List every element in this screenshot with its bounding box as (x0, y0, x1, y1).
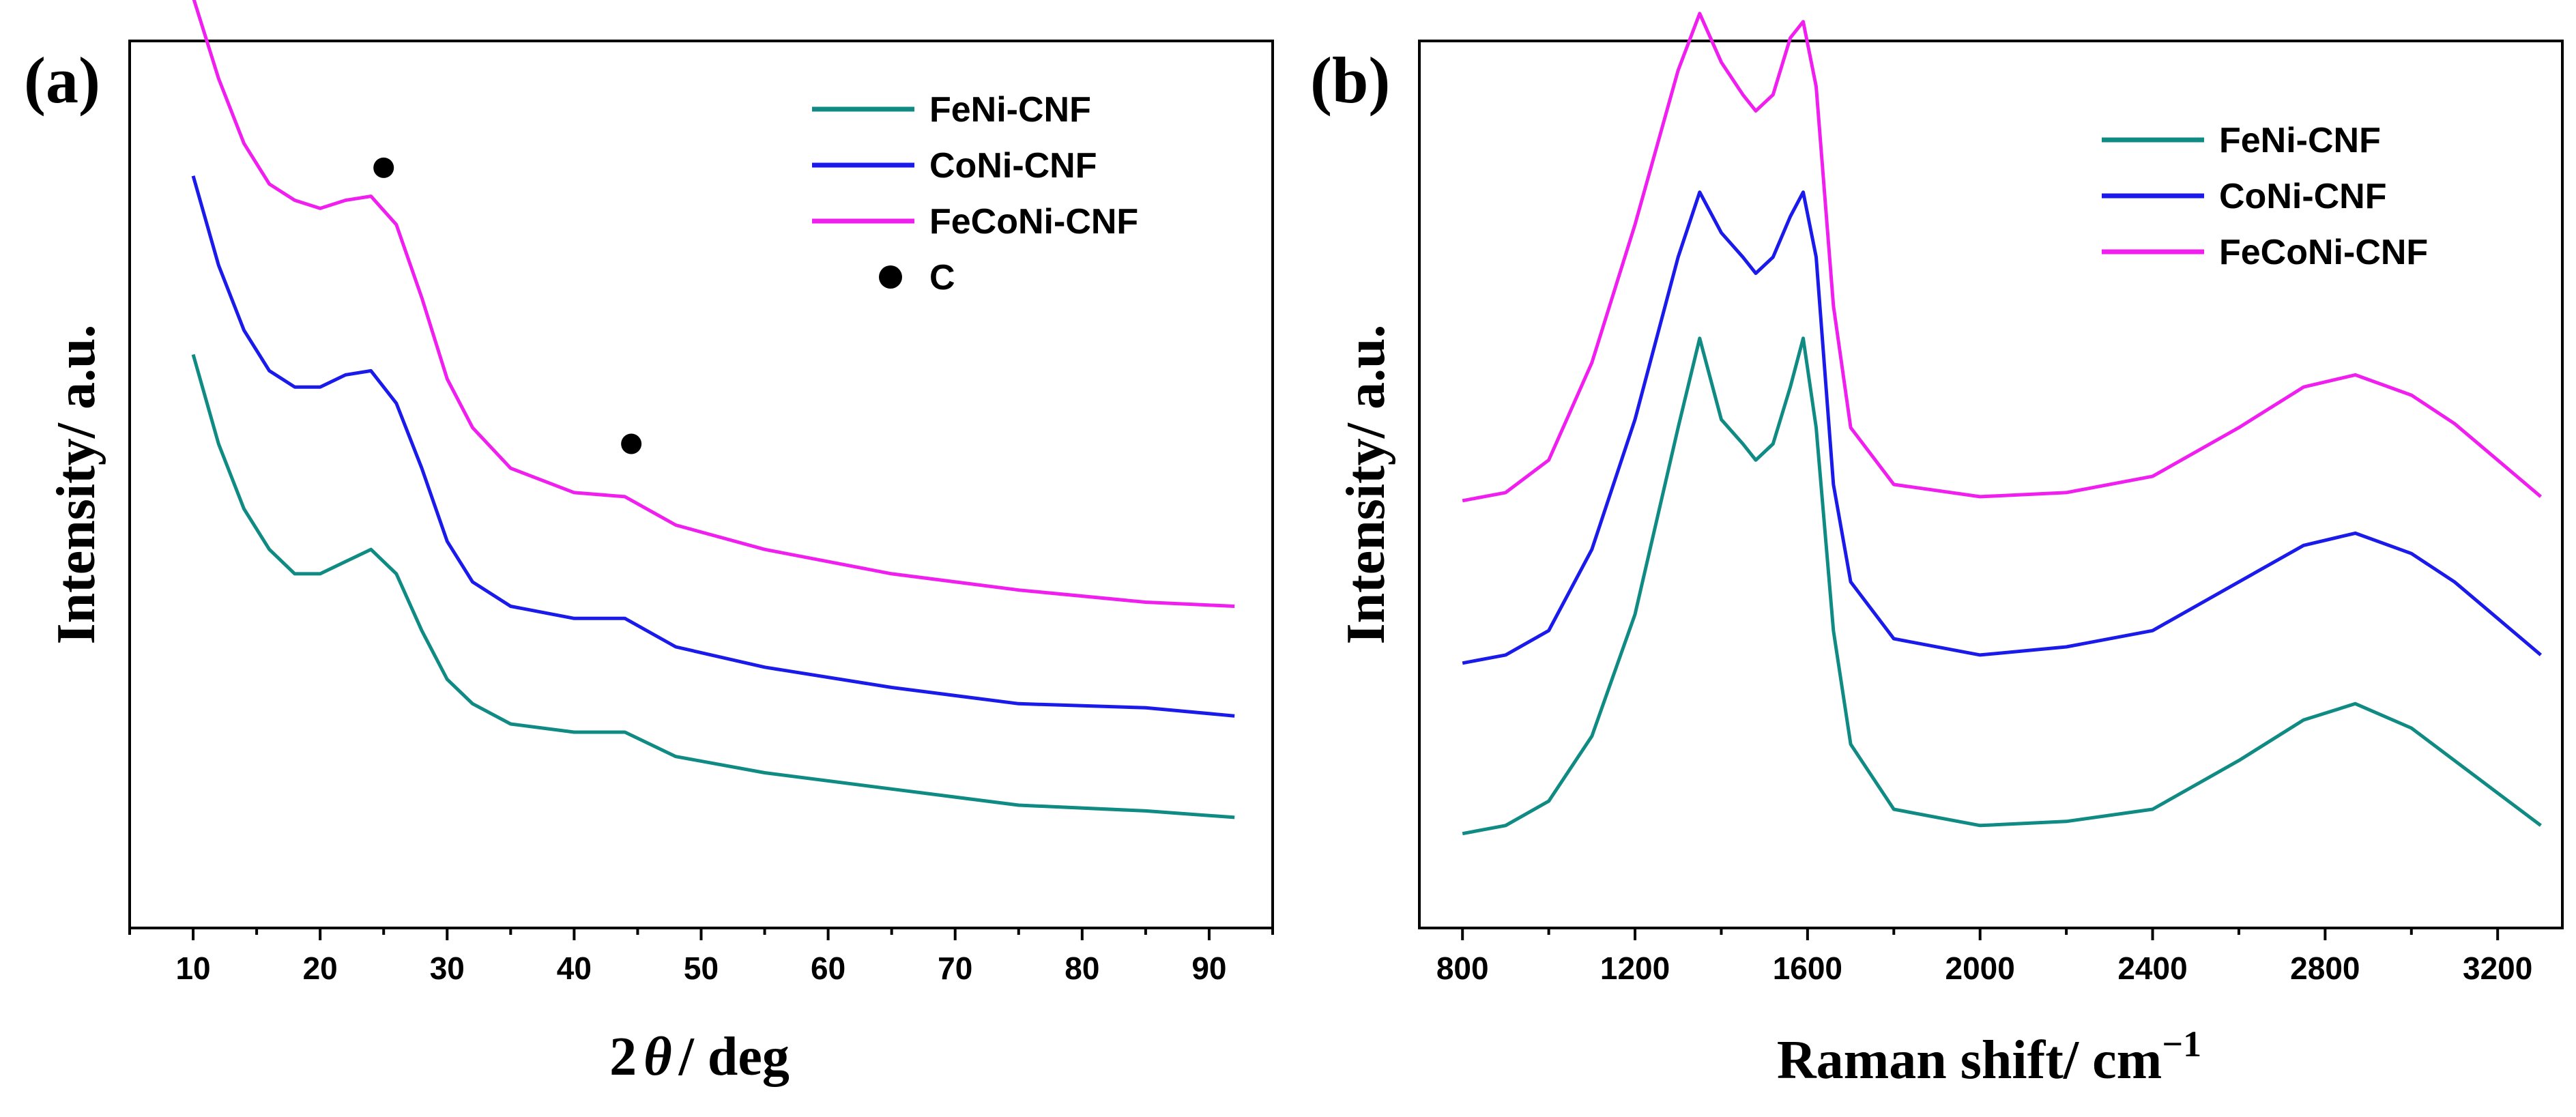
a-x-tick-label-70: 70 (938, 951, 972, 986)
b-x-tick-label-2000: 2000 (1945, 951, 2015, 986)
b-x-tick-label-2400: 2400 (2117, 951, 2187, 986)
b-legend-label-coni-cnf: CoNi-CNF (2219, 177, 2387, 216)
a-series-line-coni-cnf (191, 175, 1235, 718)
panel-a-legend: FeNi-CNF CoNi-CNF FeCoNi-CNF C (812, 90, 1138, 298)
panel-b-x-axis-label: Raman shift/ cm−1 (1777, 1024, 2201, 1090)
panel-b-frame (1418, 40, 2564, 929)
a-x-tick-label-40: 40 (557, 951, 592, 986)
b-x-tick-label-800: 800 (1436, 951, 1489, 986)
panel-b-raman: (b) 800 1200 1600 2000 2400 2800 3200 Intensit… (1310, 12, 2564, 1090)
b-x-tick-label-1200: 1200 (1600, 951, 1670, 986)
b-legend-label-feni-cnf: FeNi-CNF (2219, 121, 2381, 160)
panel-a-label: (a) (24, 44, 100, 117)
b-x-tick-label-1600: 1600 (1773, 951, 1842, 986)
b-series-line-feconi-cnf (1462, 12, 2543, 503)
a-legend-label-coni-cnf: CoNi-CNF (929, 146, 1097, 186)
a-marker-c-0 (373, 157, 394, 178)
panel-b-x-axis-label-superscript: −1 (2162, 1024, 2201, 1064)
panel-a-frame (128, 40, 1274, 929)
a-legend-label-feconi-cnf: FeCoNi-CNF (929, 202, 1138, 242)
a-legend-label-feni-cnf: FeNi-CNF (929, 90, 1091, 130)
b-series-line-feni-cnf (1462, 336, 2542, 836)
a-marker-c-1 (621, 433, 642, 454)
panel-b-x-axis-label-text: Raman shift/ cm (1777, 1030, 2162, 1090)
panel-a-carbon-markers (373, 157, 642, 454)
panel-a-xrd: (a) 10 20 30 40 50 60 70 80 90 Intensity/ a.u. 2… (24, 0, 1274, 1087)
panel-b-label: (b) (1310, 44, 1390, 117)
a-x-tick-label-60: 60 (811, 951, 845, 986)
panel-a-x-axis-label-prefix: 2 (609, 1027, 637, 1087)
b-x-tick-label-2800: 2800 (2290, 951, 2360, 986)
a-x-tick-label-90: 90 (1191, 951, 1226, 986)
a-series-line-feni-cnf (191, 353, 1235, 819)
panel-a-x-axis-ticks: 10 20 30 40 50 60 70 80 90 (128, 928, 1274, 986)
panel-a-x-axis-label: 2 θ / deg (609, 1027, 790, 1087)
panel-a-x-axis-label-theta: θ (643, 1027, 672, 1087)
b-legend-label-feconi-cnf: FeCoNi-CNF (2219, 233, 2428, 272)
a-x-tick-label-30: 30 (430, 951, 465, 986)
b-x-tick-label-3200: 3200 (2463, 951, 2532, 986)
a-x-tick-label-50: 50 (684, 951, 719, 986)
a-series-line-feconi-cnf (192, 0, 1235, 608)
panel-b-legend: FeNi-CNF CoNi-CNF FeCoNi-CNF (2102, 121, 2428, 272)
a-x-tick-label-20: 20 (303, 951, 338, 986)
a-legend-label-c: C (929, 258, 955, 298)
a-x-tick-label-10: 10 (175, 951, 210, 986)
panel-b-series-group (1462, 12, 2543, 836)
panel-a-x-axis-label-suffix: / deg (678, 1027, 790, 1087)
panel-a-y-axis-label: Intensity/ a.u. (46, 325, 106, 645)
panel-a-series-group (191, 0, 1235, 819)
b-series-line-coni-cnf (1462, 190, 2543, 665)
a-x-tick-label-80: 80 (1065, 951, 1099, 986)
panel-b-x-axis-ticks: 800 1200 1600 2000 2400 2800 3200 (1436, 928, 2532, 986)
panel-b-y-axis-label: Intensity/ a.u. (1336, 325, 1396, 645)
a-legend-swatch-c (879, 265, 902, 289)
